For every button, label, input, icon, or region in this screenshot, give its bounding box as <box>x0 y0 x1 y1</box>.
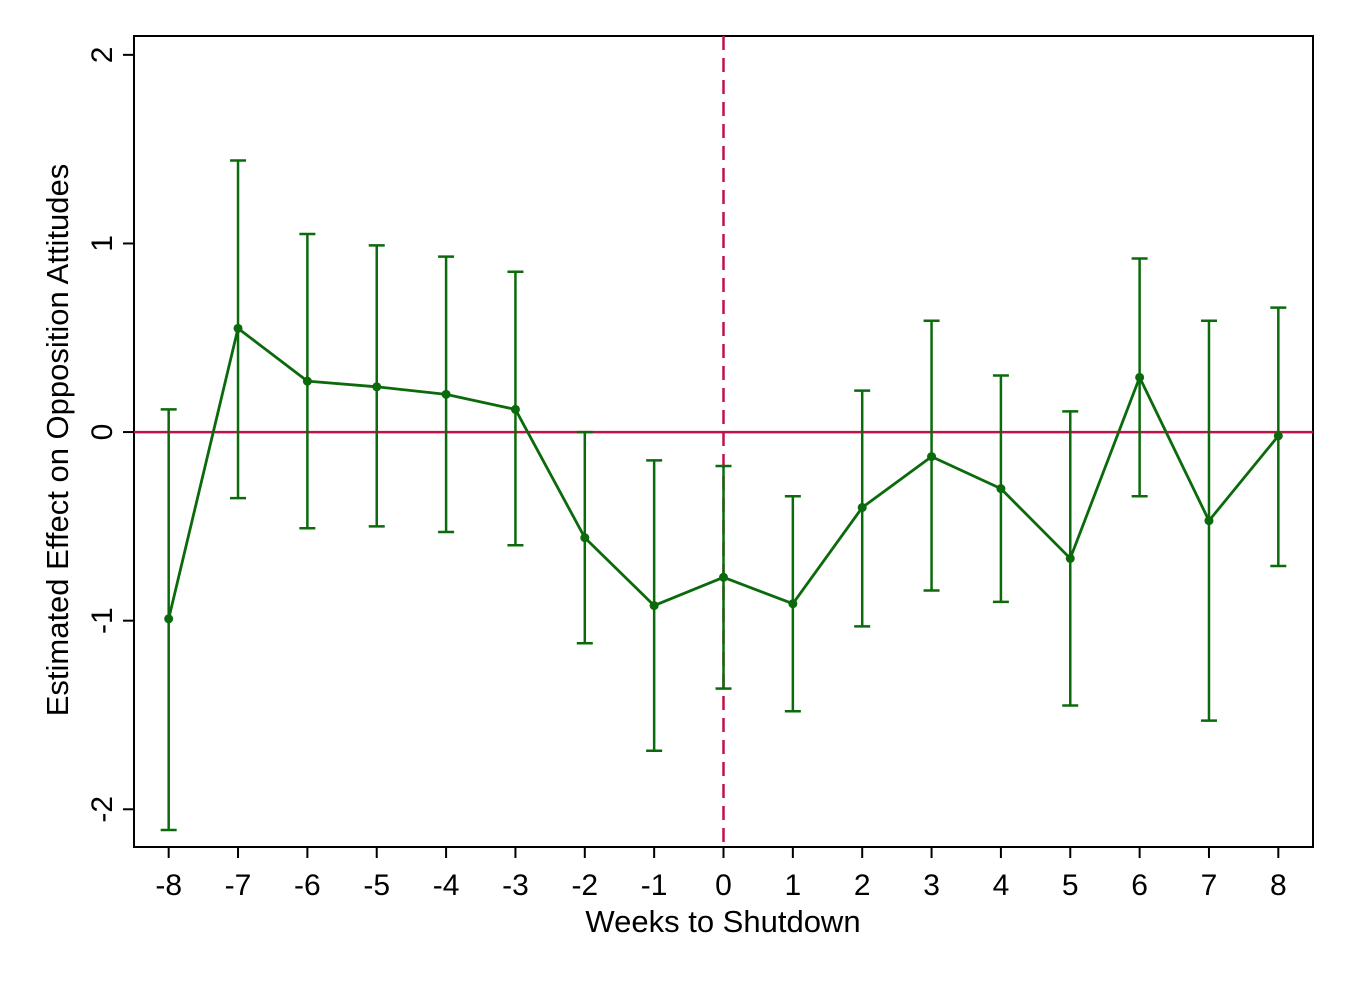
estimate-point <box>1135 372 1145 382</box>
estimate-point <box>233 323 243 333</box>
estimate-point <box>1065 553 1075 563</box>
estimate-point <box>510 404 520 414</box>
estimate-series <box>164 323 1283 624</box>
y-tick-label: 2 <box>86 47 119 64</box>
estimate-point <box>1273 431 1283 441</box>
confidence-intervals <box>160 159 1287 832</box>
estimate-point <box>441 389 451 399</box>
estimate-point <box>649 601 659 611</box>
x-axis: -8 -7 -6 -5 -4 -3 -2 -1 0 1 2 3 4 5 6 7 8 <box>155 847 1287 902</box>
x-tick-label: 5 <box>1062 869 1079 902</box>
estimate-point <box>580 533 590 543</box>
estimate-point <box>927 452 937 462</box>
x-tick-label: 7 <box>1201 869 1218 902</box>
x-tick-label: 6 <box>1131 869 1148 902</box>
y-tick-label: 0 <box>86 424 119 441</box>
y-tick-label: 1 <box>86 235 119 252</box>
x-tick-label: -3 <box>502 869 529 902</box>
reference-lines <box>134 36 1313 847</box>
x-tick-label: 2 <box>854 869 871 902</box>
x-tick-label: 4 <box>993 869 1010 902</box>
estimate-point <box>302 376 312 386</box>
x-tick-label: 3 <box>923 869 940 902</box>
x-tick-label: 1 <box>785 869 802 902</box>
x-tick-label: -7 <box>225 869 252 902</box>
x-tick-label: -1 <box>641 869 668 902</box>
x-tick-label: -6 <box>294 869 321 902</box>
y-axis: -2 -1 0 1 2 <box>86 47 134 823</box>
x-tick-label: -8 <box>155 869 182 902</box>
x-tick-label: -2 <box>571 869 598 902</box>
estimate-point <box>372 382 382 392</box>
y-tick-label: -2 <box>86 796 119 823</box>
x-axis-title: Weeks to Shutdown <box>585 904 860 939</box>
x-tick-label: 0 <box>715 869 732 902</box>
y-axis-title: Estimated Effect on Opposition Attitudes <box>40 164 75 717</box>
estimate-point <box>164 614 174 624</box>
x-tick-label: -5 <box>363 869 390 902</box>
estimate-point <box>1204 516 1214 526</box>
estimate-point <box>857 503 867 513</box>
estimate-point <box>719 572 728 582</box>
estimate-point <box>996 484 1006 494</box>
y-tick-label: -1 <box>86 607 119 634</box>
estimate-point <box>788 599 798 609</box>
x-tick-label: 8 <box>1270 869 1287 902</box>
x-tick-label: -4 <box>433 869 460 902</box>
